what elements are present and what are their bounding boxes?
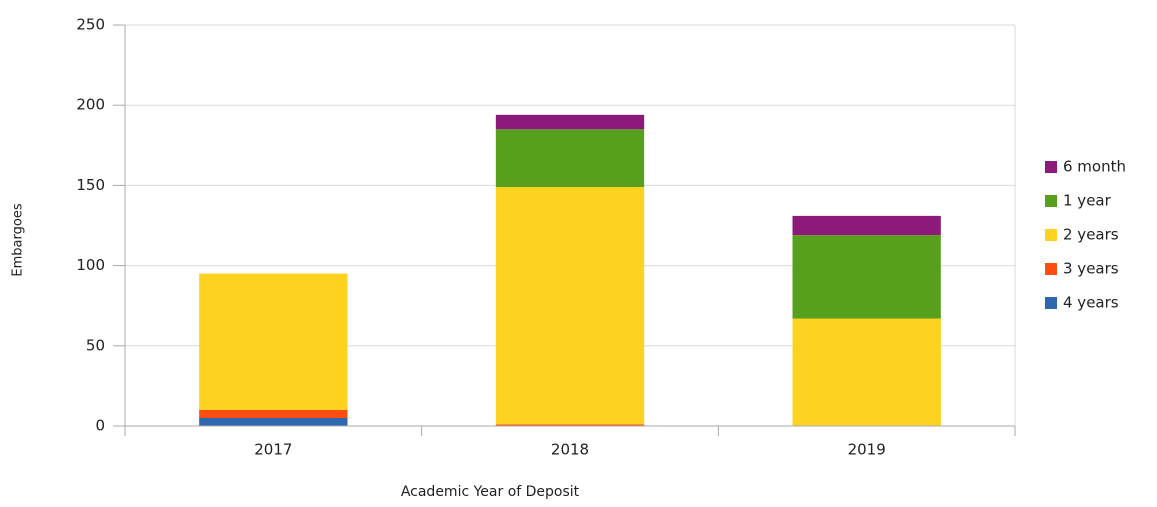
legend-label: 2 years — [1063, 226, 1119, 244]
y-tick-label: 50 — [86, 336, 105, 354]
bar-segment — [792, 215, 941, 236]
x-axis-label: Academic Year of Deposit — [401, 484, 580, 500]
bar-segment — [495, 424, 645, 426]
bar-segment — [199, 409, 348, 418]
legend-label: 6 month — [1063, 158, 1126, 176]
legend-swatch — [1045, 263, 1057, 275]
x-tick-label: 2019 — [848, 441, 886, 459]
legend-swatch — [1045, 195, 1057, 207]
bar-segment — [495, 114, 645, 130]
legend-label: 4 years — [1063, 294, 1119, 312]
legend-label: 3 years — [1063, 260, 1119, 278]
legend-swatch — [1045, 297, 1057, 309]
bar-segment — [495, 187, 645, 425]
bar-segment — [199, 273, 348, 410]
bar-segment — [792, 235, 941, 319]
legend-swatch — [1045, 229, 1057, 241]
legend-swatch — [1045, 161, 1057, 173]
bar-segment — [495, 129, 645, 188]
y-tick-label: 250 — [76, 16, 105, 34]
y-tick-label: 100 — [76, 256, 105, 274]
x-tick-label: 2017 — [254, 441, 292, 459]
y-tick-label: 0 — [95, 417, 105, 435]
y-axis-label: Embargoes — [11, 203, 26, 276]
y-tick-label: 150 — [76, 176, 105, 194]
x-tick-label: 2018 — [551, 441, 589, 459]
legend-label: 1 year — [1063, 192, 1112, 210]
bar-segment — [199, 417, 348, 426]
y-tick-label: 200 — [76, 96, 105, 114]
bar-segment — [792, 318, 941, 426]
